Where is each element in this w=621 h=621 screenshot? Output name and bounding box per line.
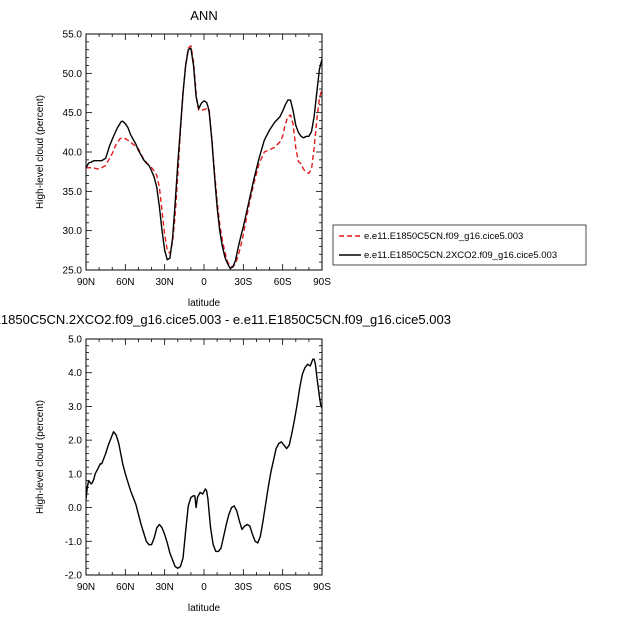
y-axis-label: High-level cloud (percent) [35,400,46,514]
x-tick-label: 60N [116,277,134,288]
x-axis-label: latitude [188,603,221,614]
bottom-difference-chart: e.e11.E1850C5CN.2XCO2.f09_g16.cice5.003 … [0,312,451,614]
y-axis-label: High-level cloud (percent) [35,95,46,209]
y-tick-label: -2.0 [65,571,83,582]
y-tick-label: 40.0 [63,148,83,159]
x-tick-labels: 90N 60N 30N 0 30S 60S 90S [77,582,331,593]
x-tick-label: 60N [116,582,134,593]
chart-title: e.e11.E1850C5CN.2XCO2.f09_g16.cice5.003 … [0,312,451,327]
x-tick-label: 30N [155,582,173,593]
x-tick-label: 0 [201,277,207,288]
series-line-0 [86,358,322,569]
y-tick-labels: -2.0 -1.0 0.0 1.0 2.0 3.0 4.0 5.0 [65,335,83,582]
x-tick-label: 30N [155,277,173,288]
y-tick-label: 45.0 [63,108,83,119]
y-tick-label: 3.0 [68,402,82,413]
y-tick-label: 0.0 [68,503,82,514]
x-tick-label: 30S [234,582,252,593]
y-tick-label: 50.0 [63,69,83,80]
plot-frame [85,338,323,576]
x-tick-label: 60S [274,277,292,288]
series-line-0 [86,45,322,268]
y-tick-label: 2.0 [68,436,82,447]
y-tick-label: 55.0 [63,30,83,41]
x-axis-label: latitude [188,298,221,309]
x-tick-label: 90N [77,582,95,593]
legend: e.e11.E1850C5CN.f09_g16.cice5.003 e.e11.… [332,224,587,266]
y-tick-label: 4.0 [68,368,82,379]
y-tick-label: 35.0 [63,187,83,198]
plot-frame [85,33,323,271]
y-tick-label: -1.0 [65,537,83,548]
chart-title: ANN [190,8,217,23]
legend-label-2xco2: e.e11.E1850C5CN.2XCO2.f09_g16.cice5.003 [364,250,557,261]
series-lines [86,45,322,270]
x-tick-labels: 90N 60N 30N 0 30S 60S 90S [77,277,331,288]
x-tick-label: 30S [234,277,252,288]
x-tick-label: 0 [201,582,207,593]
y-tick-label: 1.0 [68,469,82,480]
x-tick-label: 60S [274,582,292,593]
series-lines [86,358,322,569]
axis-ticks [85,33,323,271]
y-tick-label: 25.0 [63,266,83,277]
y-tick-label: 30.0 [63,226,83,237]
legend-label-control: e.e11.E1850C5CN.f09_g16.cice5.003 [364,231,523,242]
x-tick-label: 90S [313,277,331,288]
y-tick-labels: 25.0 30.0 35.0 40.0 45.0 50.0 55.0 [63,30,83,277]
x-tick-label: 90S [313,582,331,593]
series-line-1 [86,47,322,270]
top-line-chart: ANN 90N 60N 30N 0 30S 60S 90S 25.0 30.0 35.0 40.0… [35,8,331,309]
legend-box [332,224,587,266]
y-tick-label: 5.0 [68,335,82,346]
x-tick-label: 90N [77,277,95,288]
